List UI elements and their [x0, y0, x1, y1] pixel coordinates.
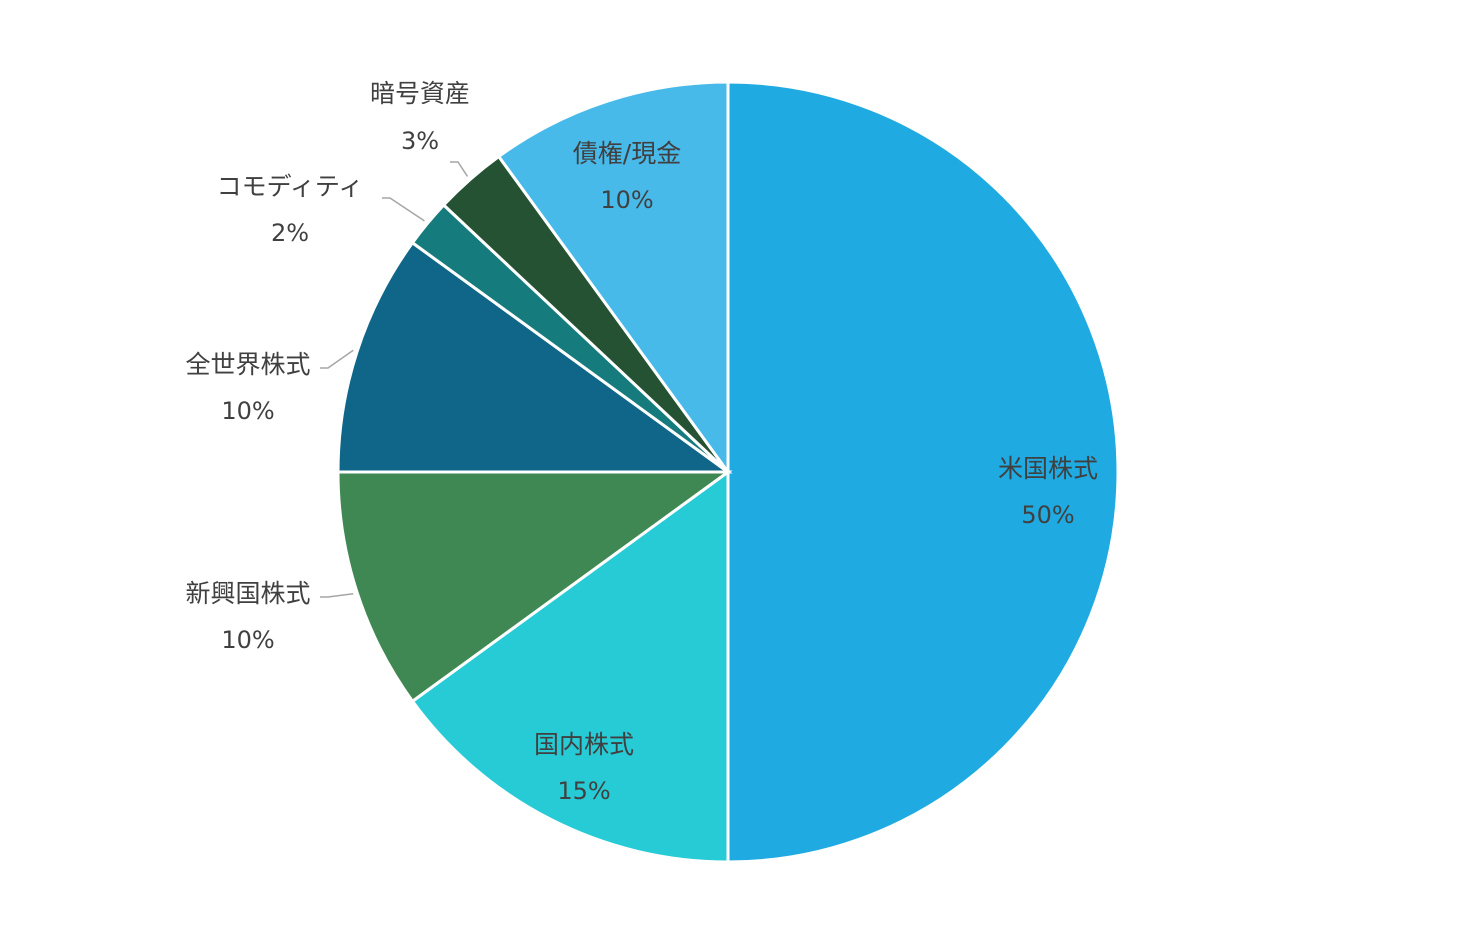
leader-line-5 — [382, 197, 425, 222]
leader-line-6 — [450, 161, 469, 177]
leader-lines — [320, 161, 469, 598]
leader-line-3 — [320, 593, 354, 598]
slice-label-value-3: 10% — [221, 626, 274, 654]
slice-label-value-2: 15% — [557, 777, 610, 805]
slice-label-name-3: 新興国株式 — [185, 579, 310, 608]
slice-label-value-7: 10% — [600, 186, 653, 214]
slice-label-name-2: 国内株式 — [534, 730, 634, 759]
slice-label-value-6: 3% — [401, 127, 439, 155]
slice-label-value-1: 50% — [1021, 501, 1074, 529]
data-labels: 米国株式 50% 国内株式 15% 新興国株式 10% 全世界株式 10% コモディティ 2% 暗号… — [185, 79, 1098, 805]
pie-slice-7 — [496, 80, 730, 477]
slice-label-name-6: 暗号資産 — [370, 79, 470, 108]
pie-slice-3 — [336, 470, 733, 704]
slice-label-value-4: 10% — [221, 397, 274, 425]
slice-label-name-5: コモディティ — [217, 172, 364, 201]
slice-label-name-1: 米国株式 — [998, 454, 1098, 483]
slice-label-name-4: 全世界株式 — [185, 350, 310, 379]
pie-slices — [336, 80, 1120, 864]
pie-slice-4 — [336, 240, 733, 474]
slice-label-value-5: 2% — [271, 219, 309, 247]
slice-label-name-7: 債権/現金 — [573, 139, 681, 168]
pie-slice-1 — [726, 80, 1120, 864]
pie-slice-2 — [410, 469, 730, 864]
leader-line-4 — [320, 349, 354, 369]
